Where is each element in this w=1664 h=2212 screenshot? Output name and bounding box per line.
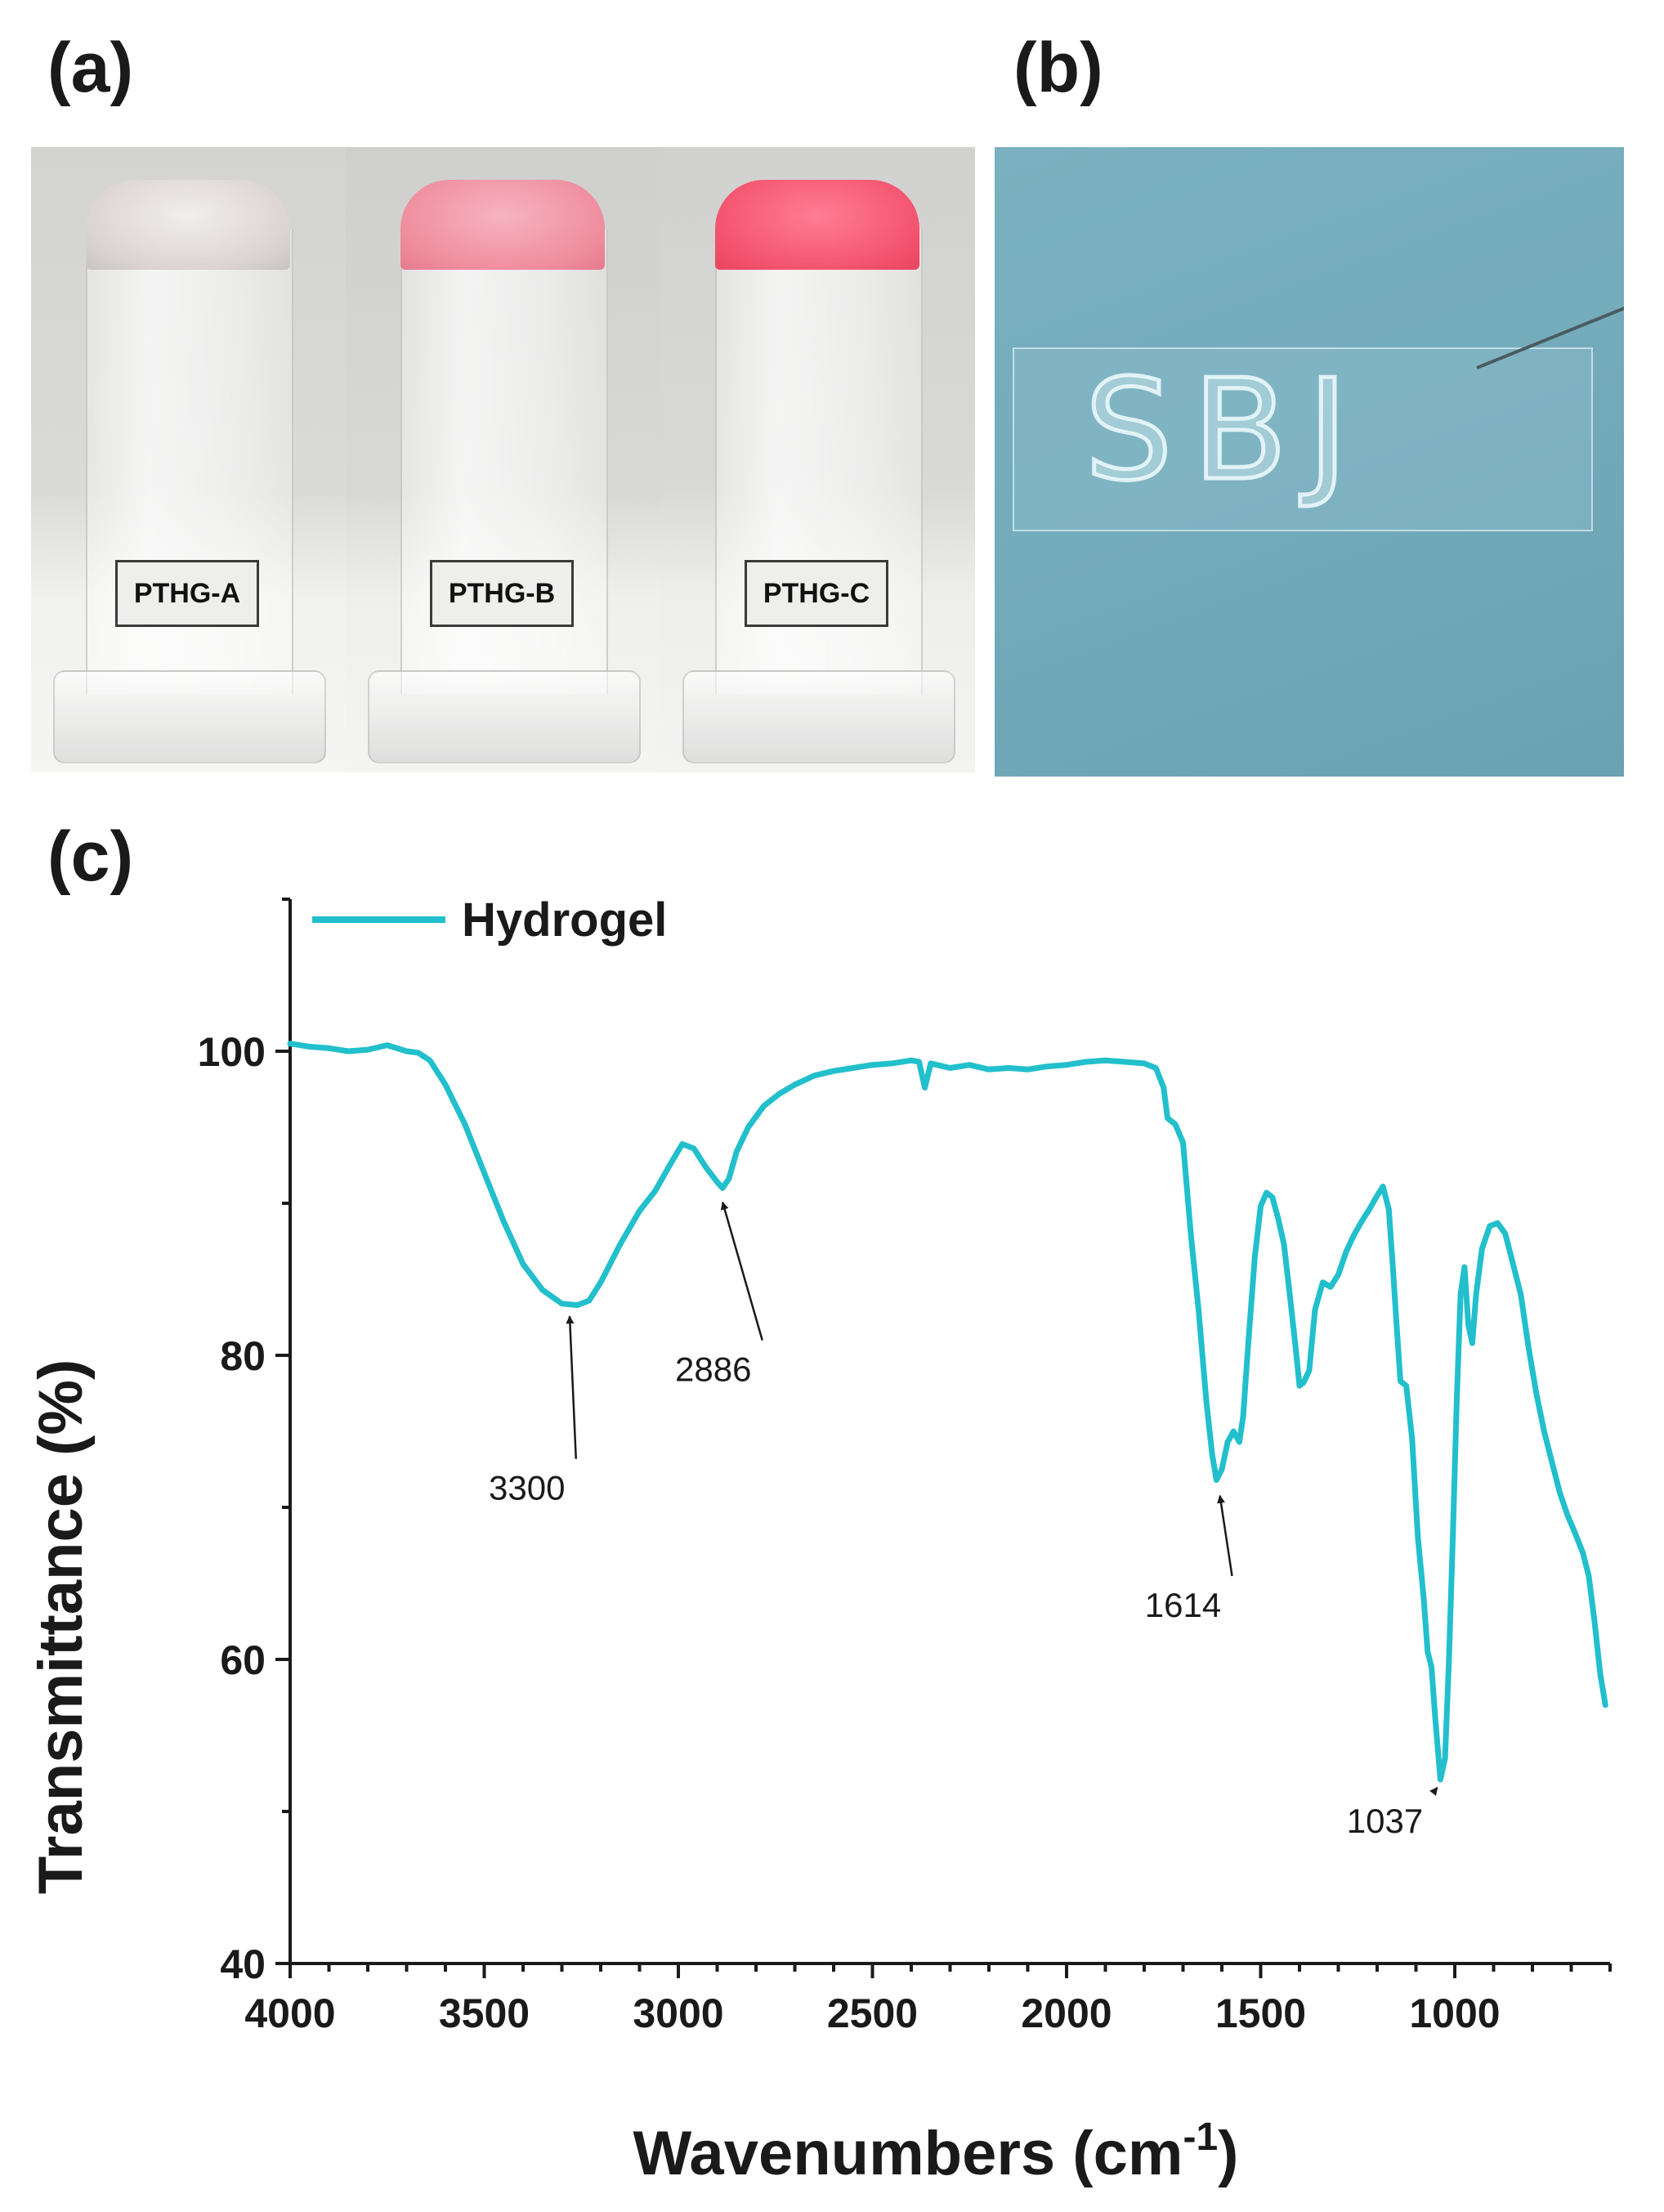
x-axis-title-superscript: -1 bbox=[1183, 2116, 1218, 2159]
vial-a-label: PTHG-A bbox=[115, 560, 259, 627]
y-tick-label: 80 bbox=[220, 1333, 266, 1379]
vial-b-gel bbox=[400, 180, 605, 270]
annotation-arrow bbox=[720, 1201, 763, 1341]
slide-photo: SBJ bbox=[995, 147, 1624, 777]
glass-slide bbox=[1013, 347, 1593, 531]
x-tick-label: 2000 bbox=[1021, 1990, 1112, 2036]
annotation-label: 1037 bbox=[1347, 1802, 1423, 1840]
annotation-arrow bbox=[566, 1315, 577, 1459]
series-line-0 bbox=[287, 1041, 1608, 1783]
x-tick-label: 1000 bbox=[1409, 1990, 1500, 2036]
annotation-label: 2886 bbox=[675, 1350, 751, 1389]
panel-c-letter: (c) bbox=[47, 817, 134, 896]
vial-c-gel bbox=[715, 180, 919, 270]
vials-photo: PTHG-A PTHG-B PTHG-C bbox=[31, 147, 975, 772]
x-tick-label: 3000 bbox=[633, 1990, 723, 2036]
legend-label: Hydrogel bbox=[462, 893, 667, 947]
vial-b-label: PTHG-B bbox=[430, 560, 574, 627]
x-axis-title: Wavenumbers (cm-1) bbox=[633, 2116, 1239, 2188]
chart-legend: Hydrogel bbox=[312, 893, 667, 947]
x-axis-title-main: Wavenumbers (cm bbox=[633, 2119, 1183, 2188]
x-tick-label: 3500 bbox=[439, 1990, 530, 2036]
x-tick-label: 4000 bbox=[244, 1990, 335, 2036]
annotation-label: 3300 bbox=[489, 1469, 565, 1507]
vial-a-gel bbox=[86, 180, 290, 270]
chart-series-group bbox=[287, 1041, 1608, 1783]
x-axis-title-end: ) bbox=[1218, 2119, 1238, 2188]
x-tick-label: 2500 bbox=[827, 1990, 918, 2036]
vial-c-base bbox=[682, 670, 955, 763]
panel-b-letter: (b) bbox=[1013, 29, 1103, 107]
vial-b-base bbox=[368, 670, 641, 763]
panel-a-letter: (a) bbox=[47, 29, 134, 107]
ftir-chart: 4000 3500 3000 2500 2000 1500 1000 40 60 80 100 33… bbox=[26, 893, 1612, 2188]
annotation-label: 1614 bbox=[1145, 1586, 1221, 1624]
vial-c-label: PTHG-C bbox=[745, 560, 888, 627]
x-tick-label: 1500 bbox=[1215, 1990, 1306, 2036]
y-tick-label: 40 bbox=[220, 1941, 266, 1987]
y-tick-label: 100 bbox=[198, 1029, 266, 1075]
y-axis-title: Transmittance (%) bbox=[26, 1359, 96, 1895]
y-tick-label: 60 bbox=[220, 1637, 266, 1683]
gel-written-text: SBJ bbox=[1083, 350, 1368, 512]
chart-annotations: 3300 2886 1614 1037 bbox=[489, 1201, 1438, 1840]
annotation-arrow bbox=[1429, 1787, 1438, 1796]
chart-ticks: 4000 3500 3000 2500 2000 1500 1000 40 60 80 100 bbox=[198, 898, 1612, 2036]
vial-a-base bbox=[53, 670, 326, 763]
annotation-arrow bbox=[1217, 1494, 1233, 1577]
